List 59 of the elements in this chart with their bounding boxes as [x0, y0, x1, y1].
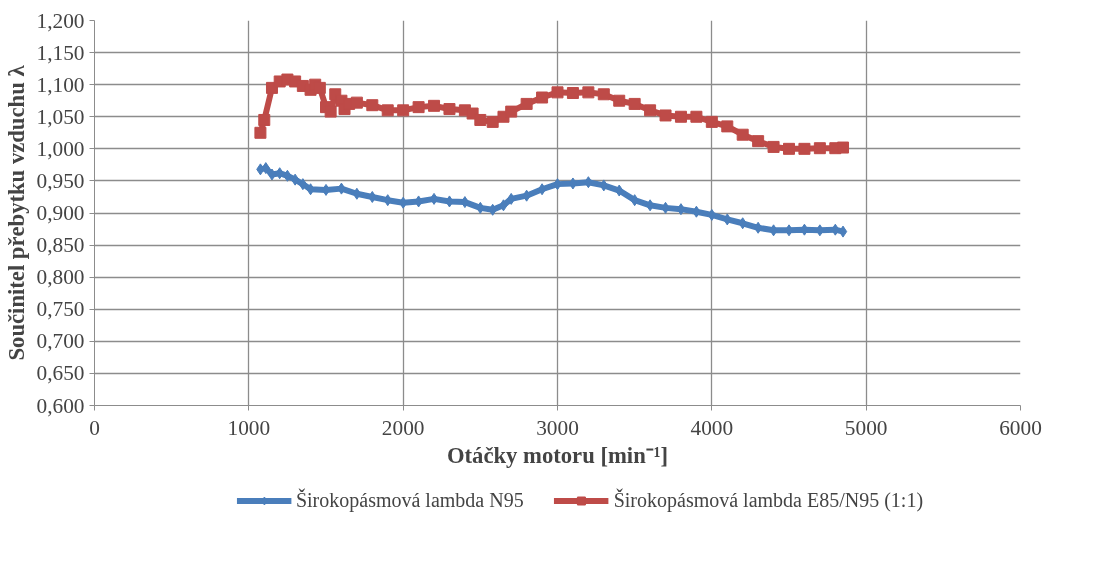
point	[582, 86, 595, 99]
x-tick-label: 3000	[536, 415, 579, 440]
point	[366, 99, 379, 112]
point	[566, 87, 579, 100]
y-tick-label: 0,600	[36, 393, 85, 418]
point	[690, 110, 703, 123]
y-tick-label: 0,800	[36, 265, 85, 290]
point	[324, 105, 337, 118]
y-tick-label: 1,200	[36, 8, 85, 33]
y-tick-label: 0,850	[36, 233, 85, 258]
y-tick-label: 0,700	[36, 329, 85, 354]
point	[443, 103, 456, 116]
y-tick-label: 1,000	[36, 136, 85, 161]
point	[674, 110, 687, 123]
point	[551, 86, 564, 99]
y-tick-label: 1,050	[36, 104, 85, 129]
legend-label: Širokopásmová lambda E85/N95 (1:1)	[613, 488, 924, 512]
point	[644, 104, 657, 117]
legend-label: Širokopásmová lambda N95	[295, 488, 524, 512]
point	[258, 113, 271, 126]
point	[397, 104, 410, 117]
x-tick-label: 4000	[690, 415, 734, 440]
point	[381, 104, 394, 117]
x-tick-label: 1000	[227, 415, 271, 440]
point	[721, 120, 734, 133]
point	[613, 94, 626, 107]
point	[837, 141, 850, 154]
x-tick-label: 6000	[999, 415, 1042, 440]
y-tick-label: 0,650	[36, 361, 85, 386]
point	[298, 178, 308, 191]
point	[428, 99, 441, 112]
x-axis-title: Otáčky motoru [min⁻¹]	[446, 442, 669, 468]
point	[412, 101, 425, 114]
point	[597, 88, 610, 101]
point	[659, 109, 672, 122]
point	[752, 135, 765, 148]
point	[628, 97, 641, 110]
x-tick-label: 2000	[381, 415, 425, 440]
y-axis-title: Součinitel přebytku vzduchu λ	[3, 64, 29, 361]
x-tick-label: 5000	[844, 415, 888, 440]
y-tick-label: 0,950	[36, 168, 85, 193]
point	[350, 96, 363, 109]
y-tick-label: 1,150	[36, 40, 85, 65]
point	[474, 113, 487, 126]
point	[813, 142, 826, 155]
point	[505, 105, 518, 118]
y-tick-label: 1,100	[36, 72, 85, 97]
point	[254, 126, 267, 139]
point	[536, 91, 549, 104]
point	[798, 142, 811, 155]
y-tick-label: 0,900	[36, 201, 85, 225]
point	[767, 140, 780, 153]
point	[705, 115, 718, 128]
point	[736, 128, 749, 141]
point	[486, 115, 499, 128]
point	[783, 142, 795, 155]
y-tick-label: 0,750	[36, 297, 85, 322]
point	[520, 97, 533, 110]
x-tick-label: 0	[89, 415, 100, 440]
